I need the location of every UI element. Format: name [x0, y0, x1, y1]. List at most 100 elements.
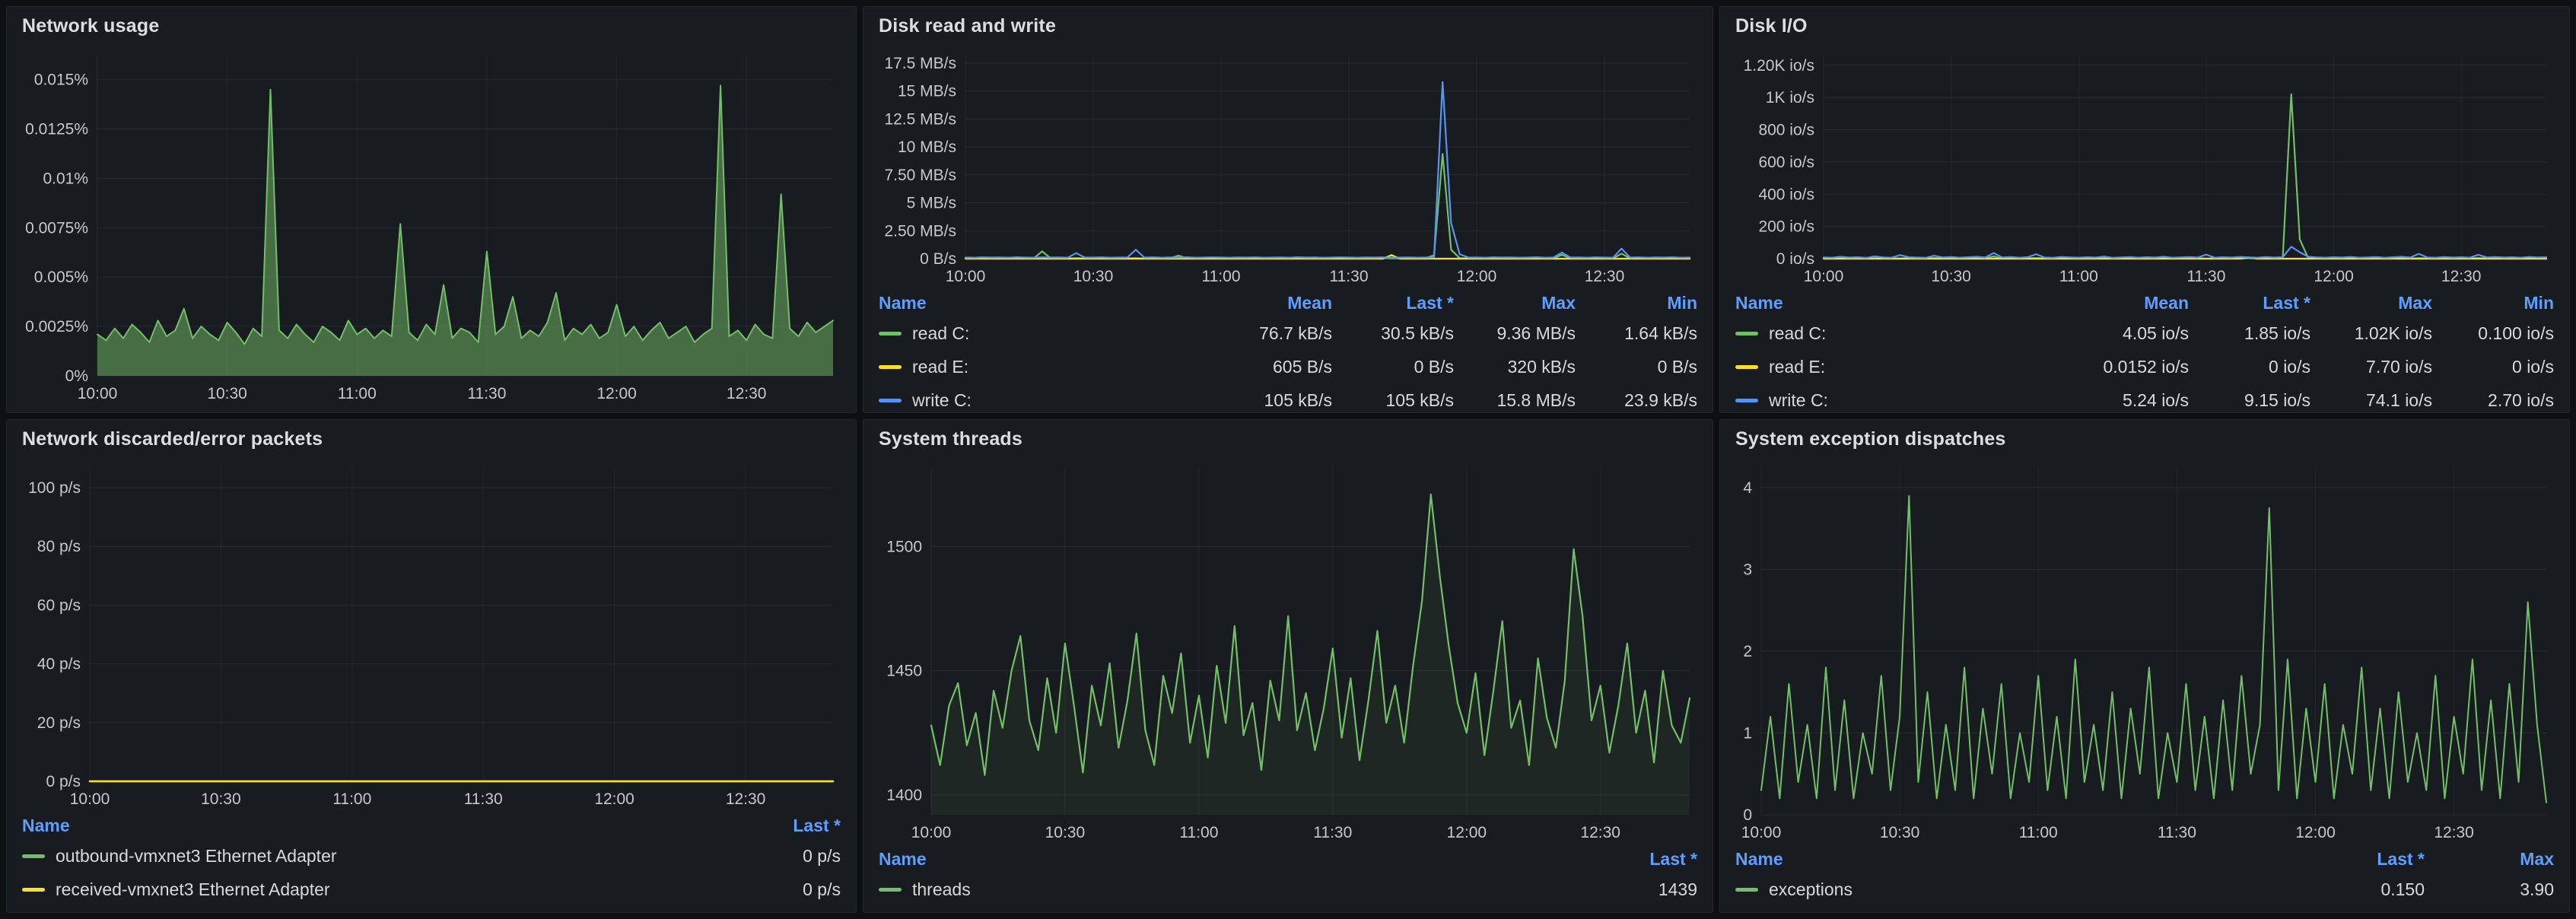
system-exceptions-chart[interactable]: 10:00 10:30 11:00 11:30 12:00 12:30 0 1 2 3 4: [1731, 458, 2559, 845]
panel-title[interactable]: Disk I/O: [1735, 14, 1808, 37]
svg-text:12:30: 12:30: [2441, 268, 2482, 285]
svg-text:0: 0: [1743, 806, 1752, 824]
legend-header-name[interactable]: Name: [1735, 848, 1783, 869]
panel-header[interactable]: Network discarded/error packets: [17, 420, 845, 458]
legend-value-min: 0 io/s: [2512, 356, 2554, 377]
svg-text:1450: 1450: [886, 663, 922, 680]
panel-header[interactable]: System exception dispatches: [1731, 420, 2559, 458]
network-usage-chart[interactable]: 10:00 10:30 11:00 11:30 12:00 12:30 0% 0.0025% 0…: [17, 45, 845, 406]
panel-header[interactable]: Disk read and write: [874, 7, 1702, 45]
svg-text:10:00: 10:00: [70, 790, 110, 808]
series-name[interactable]: received-vmxnet3 Ethernet Adapter: [56, 879, 330, 899]
legend-header-max[interactable]: Max: [2398, 292, 2432, 313]
panel-title[interactable]: System exception dispatches: [1735, 428, 2006, 450]
svg-text:12:00: 12:00: [2314, 268, 2354, 285]
legend-header-max[interactable]: Max: [1541, 292, 1576, 313]
legend-value-mean: 4.05 io/s: [2123, 323, 2189, 343]
legend-header-min[interactable]: Min: [2524, 292, 2554, 313]
time-series-chart[interactable]: 10:00 10:30 11:00 11:30 12:00 12:30 0 p/s 20 p/…: [17, 458, 845, 812]
svg-text:11:30: 11:30: [467, 385, 506, 402]
svg-text:40 p/s: 40 p/s: [37, 656, 81, 673]
legend-header-last[interactable]: Last *: [1649, 848, 1697, 869]
legend-value-min: 0 B/s: [1657, 356, 1697, 377]
svg-text:600 io/s: 600 io/s: [1758, 154, 1814, 171]
series-name[interactable]: write C:: [912, 390, 972, 407]
svg-text:10:00: 10:00: [946, 268, 986, 285]
time-series-chart[interactable]: 10:00 10:30 11:00 11:30 12:00 12:30 0 io/s 200 …: [1731, 45, 2559, 289]
legend-header-name[interactable]: Name: [22, 815, 70, 835]
legend-value-mean: 0.0152 io/s: [2103, 356, 2189, 377]
legend-row: read C: 76.7 kB/s 30.5 kB/s 9.36 MB/s 1.…: [874, 316, 1702, 350]
series-name[interactable]: threads: [912, 879, 971, 899]
svg-text:0.0025%: 0.0025%: [25, 318, 88, 335]
svg-text:10:30: 10:30: [1880, 824, 1920, 841]
series-name[interactable]: outbound-vmxnet3 Ethernet Adapter: [56, 845, 337, 866]
legend-row: read E: 0.0152 io/s 0 io/s 7.70 io/s 0 i…: [1731, 350, 2559, 383]
legend-header-last[interactable]: Last *: [2377, 848, 2425, 869]
time-series-chart[interactable]: 10:00 10:30 11:00 11:30 12:00 12:30 0 1 2 3 4: [1731, 458, 2559, 845]
legend-header-name[interactable]: Name: [1735, 292, 1783, 313]
svg-text:11:00: 11:00: [2019, 824, 2058, 841]
legend-row: read E: 605 B/s 0 B/s 320 kB/s 0 B/s: [874, 350, 1702, 383]
legend-header-max[interactable]: Max: [2520, 848, 2554, 869]
series-name[interactable]: write C:: [1769, 390, 1828, 407]
legend-value-max: 15.8 MB/s: [1496, 390, 1576, 407]
svg-text:0.0075%: 0.0075%: [25, 219, 88, 237]
legend-row: read C: 4.05 io/s 1.85 io/s 1.02K io/s 0…: [1731, 316, 2559, 350]
legend-header-row: Name Mean Last * Max Min: [874, 289, 1702, 316]
legend-value-last: 0 io/s: [2269, 356, 2310, 377]
svg-text:1400: 1400: [886, 787, 922, 804]
network-discarded-chart[interactable]: 10:00 10:30 11:00 11:30 12:00 12:30 0 p/s 20 p/…: [17, 458, 845, 812]
disk-read-write-chart[interactable]: 10:00 10:30 11:00 11:30 12:00 12:30 0 B/s 2.50 …: [874, 45, 1702, 289]
series-name[interactable]: read E:: [912, 356, 969, 377]
legend-header-row: Name Last *: [874, 845, 1702, 873]
svg-text:0.005%: 0.005%: [34, 269, 88, 286]
legend-header-mean[interactable]: Mean: [1287, 292, 1332, 313]
legend-table: Name Last * threads 1439: [874, 845, 1702, 906]
panel-title[interactable]: Network discarded/error packets: [22, 428, 323, 450]
time-series-chart[interactable]: 10:00 10:30 11:00 11:30 12:00 12:30 1400 1450 15…: [874, 458, 1702, 845]
legend-value-last: 0 B/s: [1414, 356, 1454, 377]
series-color-swatch: [879, 887, 902, 892]
legend-value-max: 7.70 io/s: [2366, 356, 2432, 377]
svg-text:10 MB/s: 10 MB/s: [898, 138, 956, 156]
series-name[interactable]: read E:: [1769, 356, 1826, 377]
system-threads-chart[interactable]: 10:00 10:30 11:00 11:30 12:00 12:30 1400 1450 15…: [874, 458, 1702, 845]
svg-text:10:30: 10:30: [1931, 268, 1971, 285]
legend-header-name[interactable]: Name: [879, 848, 927, 869]
svg-text:0 B/s: 0 B/s: [920, 250, 956, 268]
panel-header[interactable]: System threads: [874, 420, 1702, 458]
time-series-chart[interactable]: 10:00 10:30 11:00 11:30 12:00 12:30 0 B/s 2.50 …: [874, 45, 1702, 289]
series-color-swatch: [22, 854, 45, 858]
svg-text:15 MB/s: 15 MB/s: [898, 83, 956, 100]
panel-network-discarded-error-packets: Network discarded/error packets 10:00 10:…: [6, 419, 857, 913]
legend-header-min[interactable]: Min: [1667, 292, 1697, 313]
legend-header-name[interactable]: Name: [879, 292, 927, 313]
series-name[interactable]: exceptions: [1769, 879, 1852, 899]
svg-text:12:30: 12:30: [726, 790, 766, 808]
panel-header[interactable]: Disk I/O: [1731, 7, 2559, 45]
svg-text:0.0125%: 0.0125%: [25, 121, 88, 138]
panel-title[interactable]: System threads: [879, 428, 1022, 450]
legend-table: Name Mean Last * Max Min read C: 4.05 io…: [1731, 289, 2559, 406]
svg-text:100 p/s: 100 p/s: [28, 479, 81, 497]
series-name[interactable]: read C:: [912, 323, 970, 343]
svg-text:10:00: 10:00: [911, 824, 952, 841]
time-series-chart[interactable]: 10:00 10:30 11:00 11:30 12:00 12:30 0% 0.0025% 0…: [17, 45, 845, 406]
series-color-swatch: [879, 364, 902, 369]
svg-text:11:30: 11:30: [464, 790, 503, 808]
legend-value-last: 9.15 io/s: [2244, 390, 2310, 407]
legend-header-last[interactable]: Last *: [793, 815, 841, 835]
panel-title[interactable]: Disk read and write: [879, 14, 1057, 37]
legend-header-mean[interactable]: Mean: [2144, 292, 2189, 313]
panel-header[interactable]: Network usage: [17, 7, 845, 45]
disk-io-chart[interactable]: 10:00 10:30 11:00 11:30 12:00 12:30 0 io/s 200 …: [1731, 45, 2559, 289]
panel-title[interactable]: Network usage: [22, 14, 160, 37]
legend-header-last[interactable]: Last *: [2263, 292, 2310, 313]
legend-header-last[interactable]: Last *: [1406, 292, 1454, 313]
legend-table: Name Last * Max exceptions 0.150 3.90: [1731, 845, 2559, 906]
series-name[interactable]: read C:: [1769, 323, 1827, 343]
svg-text:12:00: 12:00: [596, 385, 637, 402]
legend-row: exceptions 0.150 3.90: [1731, 873, 2559, 906]
svg-text:11:30: 11:30: [2158, 824, 2196, 841]
